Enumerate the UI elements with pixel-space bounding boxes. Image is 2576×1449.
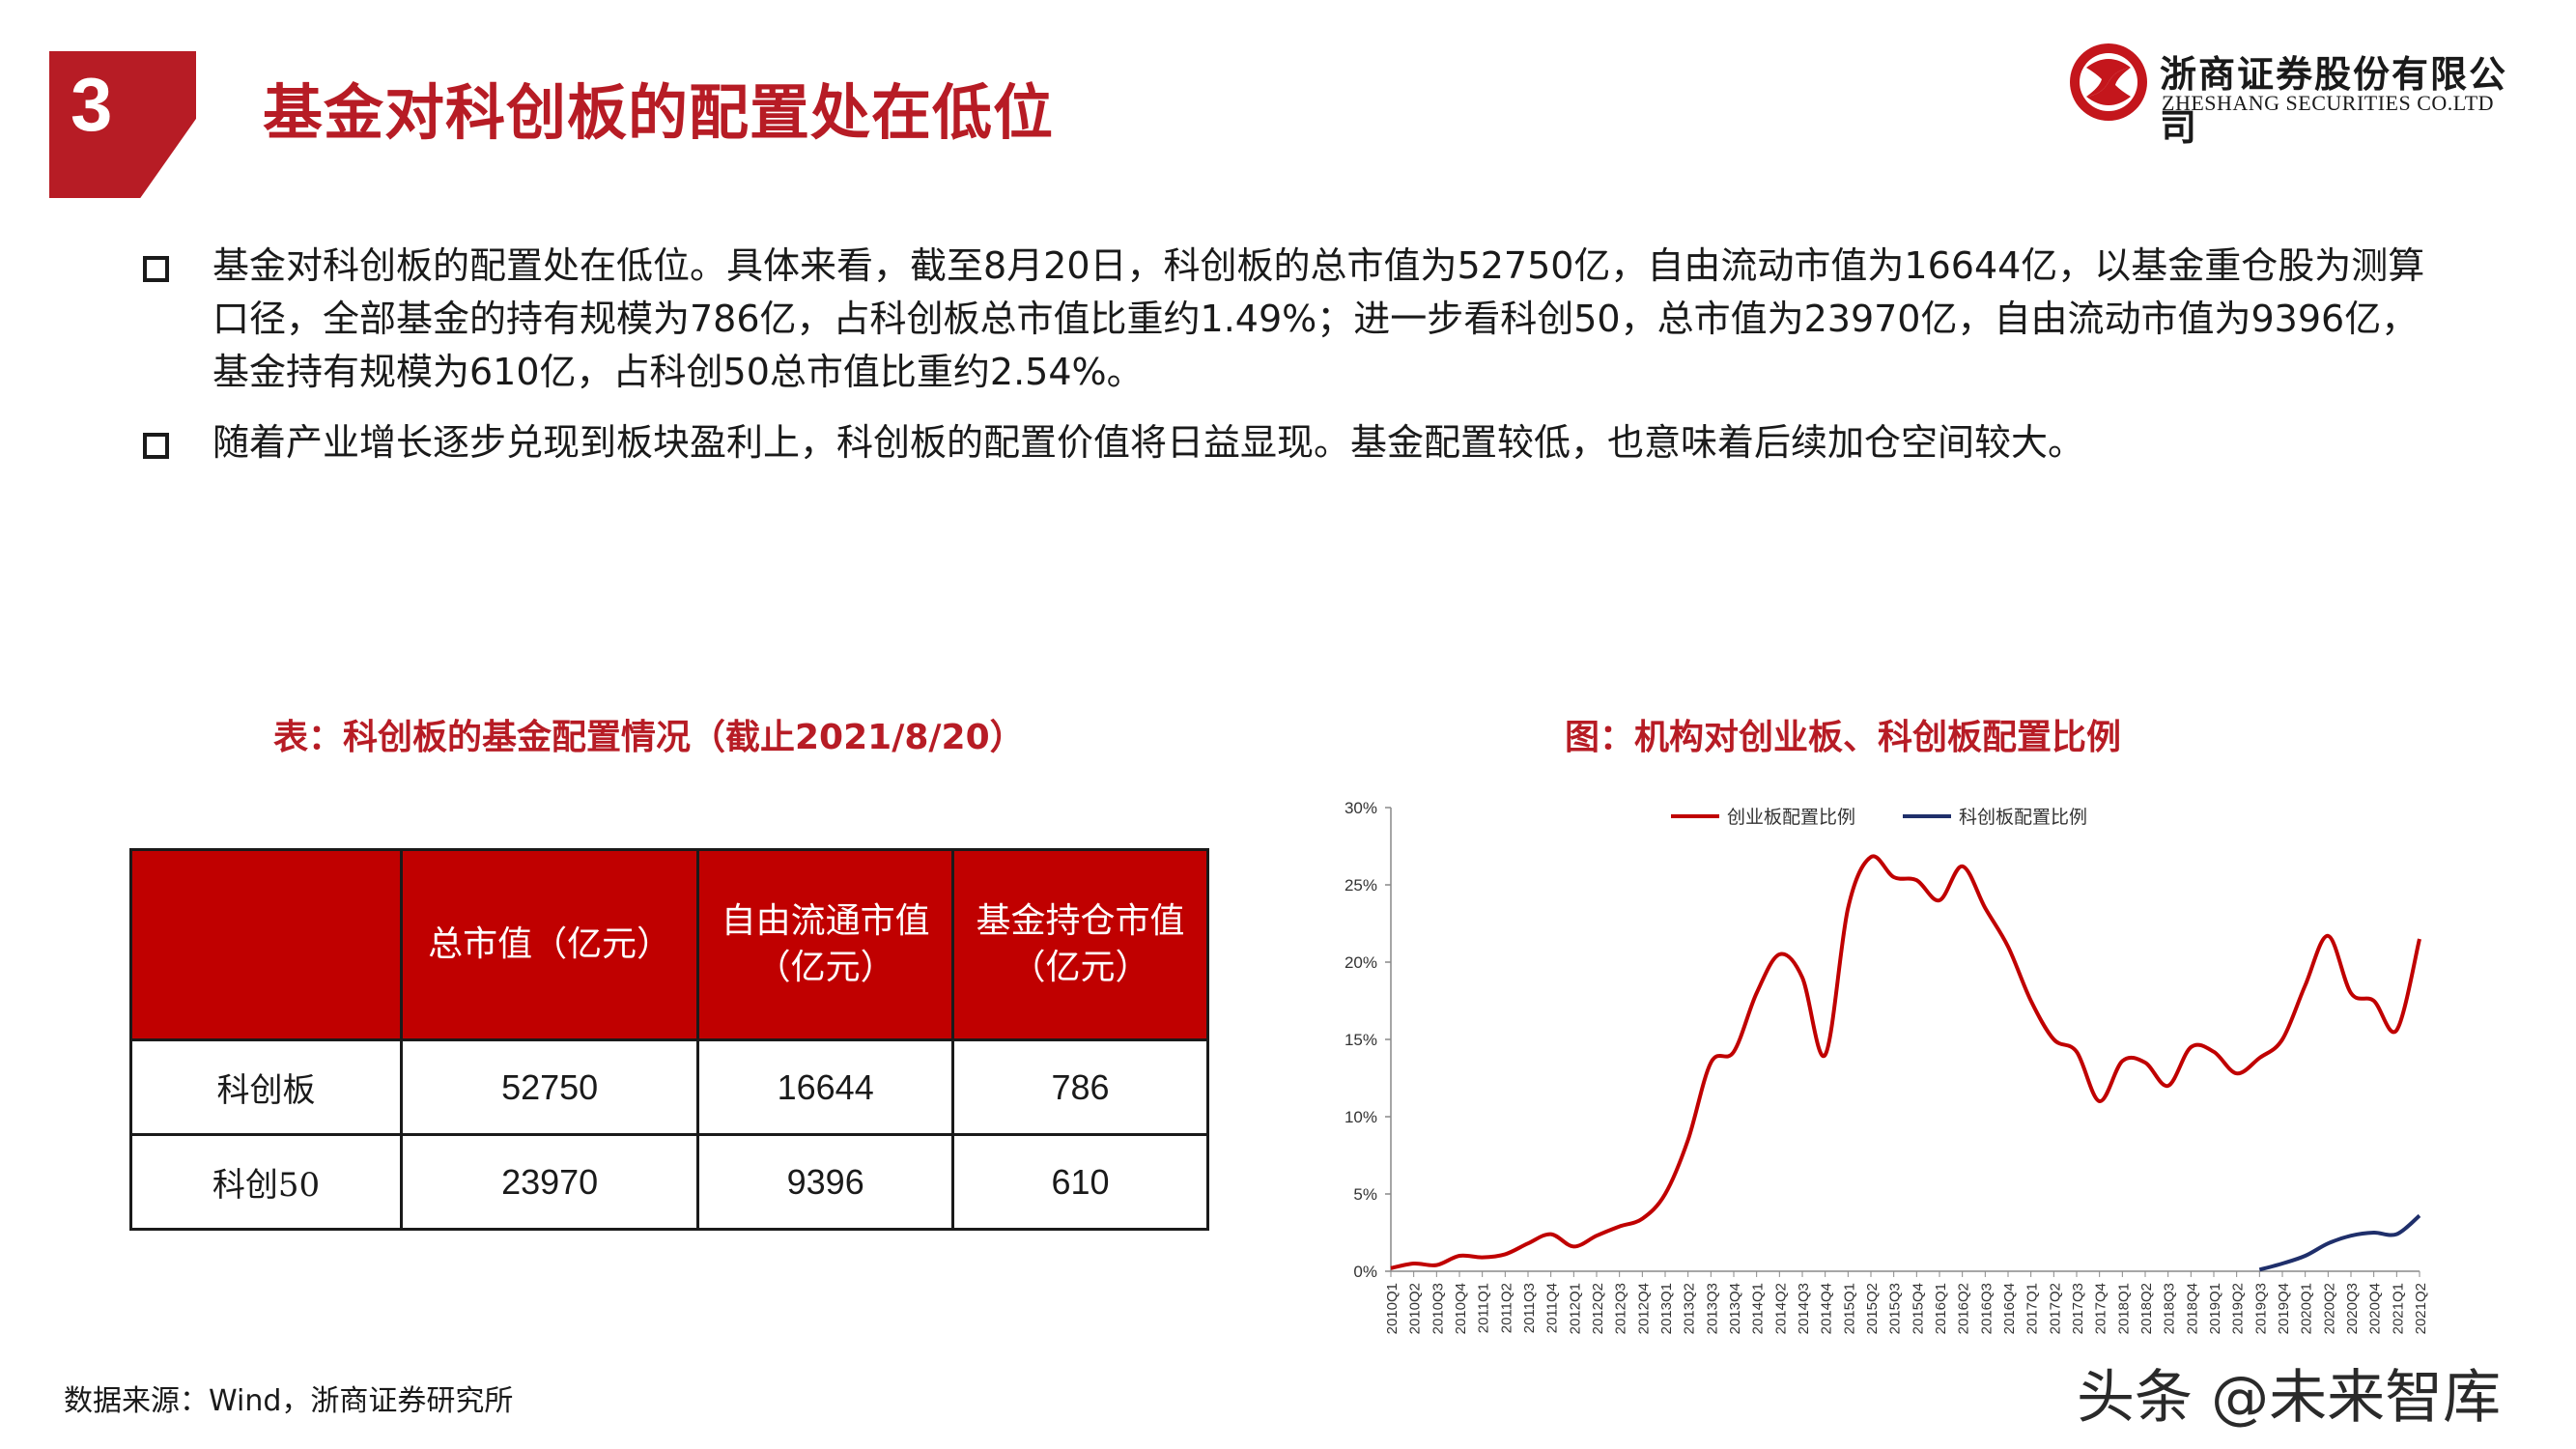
section-number: 3 (71, 62, 113, 147)
x-tick-label: 2013Q2 (1682, 1283, 1698, 1334)
x-tick-label: 2013Q4 (1727, 1283, 1743, 1334)
table-cell-label: 科创板 (129, 1038, 403, 1136)
x-tick-label: 2017Q4 (2093, 1283, 2109, 1334)
table-header-cell: 基金持仓市值 （亿元） (951, 848, 1209, 1041)
x-tick-label: 2016Q3 (1978, 1283, 1995, 1334)
x-tick-label: 2019Q1 (2207, 1283, 2223, 1334)
x-tick-label: 2015Q2 (1864, 1283, 1881, 1334)
x-tick-label: 2010Q3 (1430, 1283, 1446, 1334)
header-line: （亿元） (755, 948, 895, 987)
bullet-text: 基金对科创板的配置处在低位。具体来看，截至8月20日，科创板的总市值为52750… (212, 244, 2425, 393)
x-tick-label: 2014Q2 (1772, 1283, 1789, 1334)
header-line: 自由流通市值 (721, 901, 930, 941)
x-tick-label: 2013Q3 (1704, 1283, 1720, 1334)
data-source: 数据来源：Wind，浙商证券研究所 (64, 1384, 514, 1418)
table-row: 科创50 23970 9396 610 (129, 1133, 1209, 1231)
chart-caption: 图：机构对创业板、科创板配置比例 (1565, 718, 2122, 757)
table-cell: 52750 (399, 1038, 700, 1136)
x-tick-label: 2010Q2 (1407, 1283, 1424, 1334)
square-bullet-icon (143, 256, 169, 282)
x-tick-label: 2011Q4 (1544, 1283, 1561, 1333)
y-tick-label: 30% (1345, 799, 1377, 817)
x-tick-label: 2020Q3 (2344, 1283, 2361, 1334)
table-header-row: 总市值（亿元） 自由流通市值 （亿元） 基金持仓市值 （亿元） (129, 848, 1209, 1041)
legend-label: 创业板配置比例 (1727, 807, 1855, 828)
logo-company-name-cn: 浙商证券股份有限公司 (2160, 53, 2508, 149)
y-tick-label: 5% (1353, 1185, 1377, 1204)
x-tick-label: 2020Q2 (2321, 1283, 2337, 1334)
table-header-cell: 自由流通市值 （亿元） (696, 848, 955, 1041)
table-row: 科创板 52750 16644 786 (129, 1038, 1209, 1136)
x-tick-label: 2020Q4 (2367, 1283, 2384, 1334)
y-tick-label: 20% (1345, 953, 1377, 972)
x-tick-label: 2010Q4 (1453, 1283, 1469, 1334)
x-tick-label: 2010Q1 (1384, 1283, 1401, 1334)
x-tick-label: 2012Q3 (1613, 1283, 1629, 1334)
logo-company-name-en: ZHESHANG SECURITIES CO.LTD (2162, 91, 2495, 115)
chart-svg: 0% 5% 10% 15% 20% 25% 30% 2010Q1 2010Q2 2010Q3 201… (1345, 799, 2429, 1334)
x-tick-label: 2016Q4 (2001, 1283, 2018, 1334)
x-tick-label: 2012Q2 (1590, 1283, 1606, 1334)
zheshang-logo-icon (2070, 43, 2147, 121)
x-tick-label: 2017Q1 (2024, 1283, 2041, 1334)
x-tick-label: 2014Q1 (1750, 1283, 1767, 1334)
x-tick-label: 2018Q3 (2162, 1283, 2178, 1334)
x-tick-label: 2015Q4 (1910, 1283, 1926, 1334)
x-tick-label: 2021Q1 (2390, 1283, 2406, 1334)
x-tick-label: 2015Q3 (1887, 1283, 1904, 1334)
header-line: 总市值（亿元） (428, 924, 672, 964)
y-tick-label: 25% (1345, 876, 1377, 895)
bullet-list: 基金对科创板的配置处在低位。具体来看，截至8月20日，科创板的总市值为52750… (143, 240, 2451, 487)
x-tick-label: 2019Q3 (2252, 1283, 2269, 1334)
x-tick-label: 2014Q4 (1819, 1283, 1835, 1334)
legend-label: 科创板配置比例 (1959, 807, 2087, 828)
x-tick-label: 2011Q1 (1476, 1283, 1492, 1333)
x-tick-label: 2011Q3 (1521, 1283, 1538, 1333)
x-tick-label: 2012Q4 (1635, 1283, 1652, 1334)
y-tick-label: 10% (1345, 1108, 1377, 1126)
table-cell: 786 (951, 1038, 1209, 1136)
series-line-chinext (1390, 854, 2421, 1270)
x-tick-label: 2018Q1 (2115, 1283, 2132, 1334)
section-number-badge: 3 (49, 51, 196, 198)
series-line-star-market (2258, 1213, 2421, 1272)
x-tick-label: 2018Q4 (2184, 1283, 2200, 1334)
y-tick-label: 0% (1353, 1263, 1377, 1281)
x-tick-label: 2016Q1 (1933, 1283, 1949, 1334)
x-tick-label: 2014Q3 (1796, 1283, 1812, 1334)
x-tick-label: 2021Q2 (2413, 1283, 2429, 1334)
page-title: 基金对科创板的配置处在低位 (263, 77, 1055, 148)
x-tick-label: 2019Q4 (2276, 1283, 2292, 1334)
x-tick-label: 2017Q2 (2047, 1283, 2063, 1334)
x-tick-label: 2020Q1 (2299, 1283, 2315, 1334)
header-line: （亿元） (1010, 948, 1150, 987)
x-tick-label: 2011Q2 (1498, 1283, 1514, 1333)
x-tick-label: 2019Q2 (2230, 1283, 2247, 1334)
allocation-line-chart: 0% 5% 10% 15% 20% 25% 30% 2010Q1 2010Q2 2010Q3 201… (1285, 773, 2444, 1372)
table-header-cell (129, 848, 403, 1041)
bullet-item: 随着产业增长逐步兑现到板块盈利上，科创板的配置价值将日益显现。基金配置较低，也意… (143, 416, 2451, 469)
x-tick-label: 2017Q3 (2070, 1283, 2086, 1334)
table-cell-label: 科创50 (129, 1133, 403, 1231)
square-bullet-icon (143, 433, 169, 459)
table-cell: 23970 (399, 1133, 700, 1231)
table-cell: 9396 (696, 1133, 955, 1231)
x-tick-label: 2016Q2 (1956, 1283, 1972, 1334)
table-cell: 16644 (696, 1038, 955, 1136)
bullet-text: 随着产业增长逐步兑现到板块盈利上，科创板的配置价值将日益显现。基金配置较低，也意… (212, 421, 2085, 464)
header-line: 基金持仓市值 (976, 901, 1185, 941)
table-header-cell: 总市值（亿元） (399, 848, 700, 1041)
bullet-item: 基金对科创板的配置处在低位。具体来看，截至8月20日，科创板的总市值为52750… (143, 240, 2451, 399)
x-tick-label: 2013Q1 (1658, 1283, 1675, 1334)
fund-allocation-table: 总市值（亿元） 自由流通市值 （亿元） 基金持仓市值 （亿元） 科创板 52750 … (129, 848, 1209, 1231)
table-cell: 610 (951, 1133, 1209, 1231)
watermark: 头条 @未来智库 (2077, 1364, 2502, 1432)
x-tick-label: 2012Q1 (1567, 1283, 1583, 1334)
y-tick-label: 15% (1345, 1031, 1377, 1049)
x-tick-label: 2018Q2 (2138, 1283, 2155, 1334)
company-logo: 浙商证券股份有限公司 ZHESHANG SECURITIES CO.LTD (2067, 41, 2531, 149)
table-caption: 表：科创板的基金配置情况（截止2021/8/20） (273, 718, 1025, 757)
x-tick-label: 2015Q1 (1841, 1283, 1857, 1334)
